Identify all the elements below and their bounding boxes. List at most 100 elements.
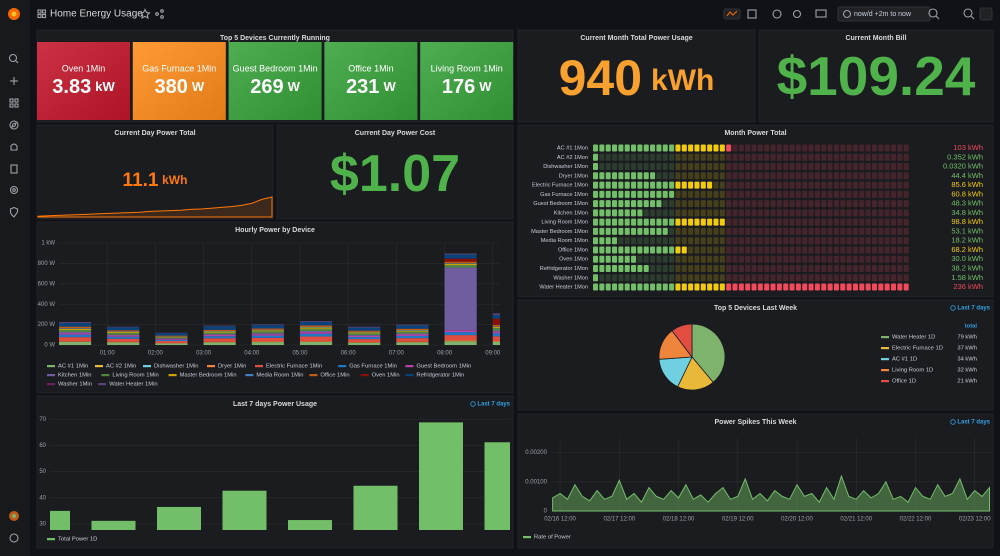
- gauge-cell: [707, 255, 713, 263]
- time-override-link[interactable]: Last 7 days: [957, 306, 990, 312]
- gauge-cell: [605, 283, 611, 291]
- gauge-label: Dishwasher 1Mon: [543, 164, 588, 170]
- gauge-cell: [846, 237, 852, 245]
- gauge-cell: [618, 181, 624, 189]
- sidebar-icons[interactable]: [8, 53, 19, 543]
- gauge-cell: [827, 163, 833, 171]
- gauge-label: Water Heater 1Mon: [539, 285, 588, 291]
- gauge-cell: [789, 190, 795, 198]
- gauge-cell: [694, 274, 700, 282]
- gauge-cell: [808, 255, 814, 263]
- gauge-cell: [713, 209, 719, 217]
- gauge-cell: [865, 209, 871, 217]
- gauge-cell: [789, 265, 795, 273]
- gauge-cell: [745, 274, 751, 282]
- panel: [517, 29, 756, 123]
- bar-segment: [203, 332, 236, 335]
- gauge-cell: [821, 209, 827, 217]
- gauge-cell: [688, 190, 694, 198]
- gauge-cell: [827, 200, 833, 208]
- gauge-cell: [821, 246, 827, 254]
- gauge-cell: [783, 274, 789, 282]
- gauge-cell: [637, 163, 643, 171]
- gauge-cell: [707, 172, 713, 180]
- time-override-link[interactable]: Last 7 days: [957, 420, 990, 426]
- gauge-cell: [764, 255, 770, 263]
- gauge-cell: [821, 190, 827, 198]
- bar-segment: [203, 331, 236, 332]
- bar-segment: [396, 341, 429, 343]
- y-tick-label: 0: [544, 509, 548, 515]
- gauge-cell: [700, 190, 706, 198]
- gauge-cell: [643, 153, 649, 161]
- dashboard-title[interactable]: Home Energy Usage: [50, 9, 143, 20]
- gauge-cell: [884, 265, 890, 273]
- gauge-cell: [669, 163, 675, 171]
- y-tick-label: 0.00200: [525, 450, 547, 456]
- gauge-cell: [618, 218, 624, 226]
- gauge-cell: [821, 227, 827, 235]
- gauge-cell: [694, 144, 700, 152]
- bar-segment: [348, 327, 381, 331]
- gauge-cell: [688, 237, 694, 245]
- gauge-cell: [719, 163, 725, 171]
- x-tick-label: 09:00: [485, 351, 501, 357]
- gauge-cell: [650, 246, 656, 254]
- gauge-cell: [783, 209, 789, 217]
- user-avatar[interactable]: [9, 511, 19, 521]
- legend-label: Office 1Min: [320, 373, 349, 379]
- gauge-cell: [650, 172, 656, 180]
- gauge-cell: [593, 163, 599, 171]
- bar-segment: [59, 334, 92, 338]
- time-range[interactable]: now/d +2m to now: [854, 11, 912, 18]
- gauge-cell: [593, 209, 599, 217]
- dashboard-menu-icon[interactable]: [37, 9, 47, 19]
- gauge-cell: [859, 209, 865, 217]
- gauge-cell: [624, 283, 630, 291]
- gauge-cell: [618, 172, 624, 180]
- bar-segment: [299, 331, 333, 333]
- gauge-cell: [757, 246, 763, 254]
- bar-segment: [203, 338, 236, 342]
- bar-segment: [107, 342, 140, 345]
- bar-segment: [251, 330, 284, 332]
- gauge-cell: [859, 283, 865, 291]
- gauge-cell: [757, 153, 763, 161]
- gauge-cell: [776, 218, 782, 226]
- gauge-cell: [605, 209, 611, 217]
- legend-header: total: [965, 324, 978, 330]
- y-tick-label: 200 W: [38, 322, 56, 328]
- gauge-cell: [859, 163, 865, 171]
- gauge-cell: [846, 265, 852, 273]
- gauge-cell: [694, 190, 700, 198]
- gauge-cell: [789, 209, 795, 217]
- star-share-icons[interactable]: [139, 8, 164, 20]
- gauge-cell: [878, 190, 884, 198]
- gauge-cell: [681, 190, 687, 198]
- gauge-bar: [593, 246, 909, 254]
- gauge-cell: [643, 265, 649, 273]
- gauge-cell: [662, 283, 668, 291]
- bar-segment: [396, 333, 429, 335]
- time-override-link[interactable]: Last 7 days: [477, 402, 510, 408]
- x-tick-label: 02/22 12:00: [900, 517, 932, 523]
- gauge-label: Electric Furnace 1Mon: [532, 183, 588, 189]
- gauge-bar: [593, 237, 909, 245]
- gauge-cell: [776, 265, 782, 273]
- toolbar-icons[interactable]: [723, 6, 993, 22]
- gauge-cell: [599, 172, 605, 180]
- gauge-cell: [751, 246, 757, 254]
- gauge-cell: [795, 144, 801, 152]
- gauge-cell: [726, 190, 732, 198]
- gauge-cell: [593, 172, 599, 180]
- gauge-cell: [681, 144, 687, 152]
- gauge-cell: [764, 144, 770, 152]
- gauge-cell: [605, 144, 611, 152]
- gauge-cell: [745, 181, 751, 189]
- bar: [222, 490, 267, 530]
- gauge-cell: [840, 283, 846, 291]
- x-tick-label: 02/17 12:00: [603, 517, 635, 523]
- gauge-cell: [814, 265, 820, 273]
- grafana-logo[interactable]: [8, 8, 20, 20]
- y-tick-label: 70: [39, 417, 46, 423]
